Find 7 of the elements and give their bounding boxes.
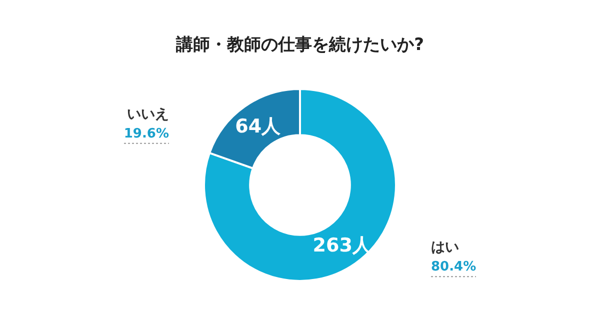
donut-slice — [203, 88, 397, 282]
data-label: 64人 — [235, 115, 282, 138]
text: 80.4% — [431, 260, 476, 275]
chart-title: 講師・教師の仕事を続けたいか? — [175, 35, 424, 55]
slice-label: いいえ — [127, 106, 169, 122]
slice-label: はい — [431, 240, 459, 256]
text: 19.6% — [124, 126, 169, 142]
